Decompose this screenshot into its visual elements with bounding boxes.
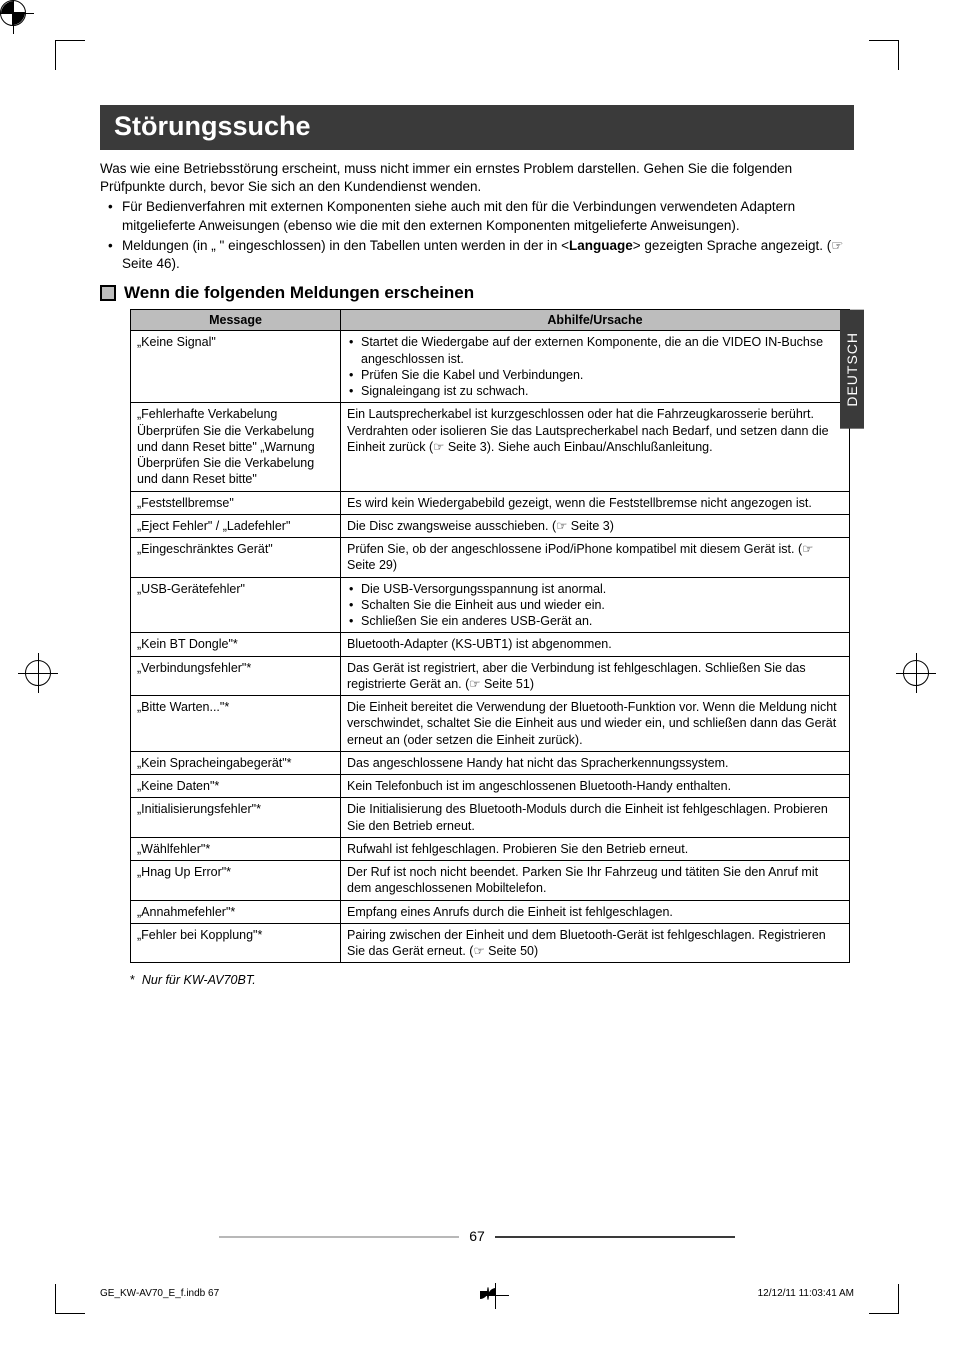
remedy-cell: Ein Lautsprecherkabel ist kurzgeschlosse… xyxy=(341,403,850,491)
table-row: „Keine Daten"*Kein Telefonbuch ist im an… xyxy=(131,775,850,798)
message-cell: „Initialisierungsfehler"* xyxy=(131,798,341,838)
message-cell: „USB-Gerätefehler" xyxy=(131,577,341,633)
message-cell: „Feststellbremse" xyxy=(131,491,341,514)
page-divider-left xyxy=(219,1236,459,1238)
footer-left: GE_KW-AV70_E_f.indb 67 xyxy=(100,1288,219,1299)
remedy-cell: Die Disc zwangsweise ausschieben. (☞ Sei… xyxy=(341,514,850,537)
table-row: „Kein Spracheingabegerät"*Das angeschlos… xyxy=(131,751,850,774)
remedy-cell: Das angeschlossene Handy hat nicht das S… xyxy=(341,751,850,774)
table-row: „Verbindungsfehler"*Das Gerät ist regist… xyxy=(131,656,850,696)
footnote: * Nur für KW-AV70BT. xyxy=(130,973,854,987)
crop-mark-br xyxy=(869,1284,899,1314)
table-row: „Keine Signal" Startet die Wiedergabe auf… xyxy=(131,331,850,403)
remedy-cell: Empfang eines Anrufs durch die Einheit i… xyxy=(341,900,850,923)
print-footer: GE_KW-AV70_E_f.indb 67 12/12/11 11:03:41… xyxy=(100,1288,854,1299)
remedy-cell: Die USB-Versorgungsspannung ist anormal.… xyxy=(341,577,850,633)
remedy-cell: Bluetooth-Adapter (KS-UBT1) ist abgenomm… xyxy=(341,633,850,656)
remedy-cell: Die Einheit bereitet die Verwendung der … xyxy=(341,696,850,752)
intro-bullet: Meldungen (in „ " eingeschlossen) in den… xyxy=(112,237,854,273)
page-title: Störungssuche xyxy=(100,105,854,150)
intro-bullet: Für Bedienverfahren mit externen Kompone… xyxy=(112,198,854,234)
message-cell: „Eject Fehler" / „Ladefehler" xyxy=(131,514,341,537)
remedy-cell: Startet die Wiedergabe auf der externen … xyxy=(341,331,850,403)
table-row: „USB-Gerätefehler"Die USB-Versorgungsspa… xyxy=(131,577,850,633)
troubleshooting-table: Message Abhilfe/Ursache „Keine Signal" St… xyxy=(130,309,850,963)
section-box-icon xyxy=(100,285,116,301)
table-header-message: Message xyxy=(131,310,341,331)
crop-mark-bl xyxy=(55,1284,85,1314)
table-row: „Initialisierungsfehler"*Die Initialisie… xyxy=(131,798,850,838)
footer-registration-mark xyxy=(487,1287,489,1300)
remedy-cell: Es wird kein Wiedergabebild gezeigt, wen… xyxy=(341,491,850,514)
page-divider-right xyxy=(495,1236,735,1238)
remedy-cell: Der Ruf ist noch nicht beendet. Parken S… xyxy=(341,861,850,901)
registration-mark-right xyxy=(903,660,929,686)
registration-mark-top xyxy=(0,0,954,26)
table-row: „Wählfehler"*Rufwahl ist fehlgeschlagen.… xyxy=(131,837,850,860)
remedy-item: Die USB-Versorgungsspannung ist anormal. xyxy=(351,581,843,597)
table-row: „Feststellbremse"Es wird kein Wiedergabe… xyxy=(131,491,850,514)
table-row: „Kein BT Dongle"*Bluetooth-Adapter (KS-U… xyxy=(131,633,850,656)
intro-block: Was wie eine Betriebsstörung erscheint, … xyxy=(100,160,854,273)
remedy-cell: Prüfen Sie, ob der angeschlossene iPod/i… xyxy=(341,538,850,578)
remedy-item: Startet die Wiedergabe auf der externen … xyxy=(351,334,843,367)
crop-mark-tl xyxy=(55,40,85,70)
message-cell: „Eingeschränktes Gerät" xyxy=(131,538,341,578)
message-cell: „Kein Spracheingabegerät"* xyxy=(131,751,341,774)
message-cell: „Hnag Up Error"* xyxy=(131,861,341,901)
remedy-item: Schließen Sie ein anderes USB-Gerät an. xyxy=(351,613,843,629)
table-row: „Bitte Warten..."*Die Einheit bereitet d… xyxy=(131,696,850,752)
registration-mark-left xyxy=(25,660,51,686)
intro-list: Für Bedienverfahren mit externen Kompone… xyxy=(100,198,854,273)
message-cell: „Wählfehler"* xyxy=(131,837,341,860)
message-cell: „Kein BT Dongle"* xyxy=(131,633,341,656)
intro-text: Was wie eine Betriebsstörung erscheint, … xyxy=(100,160,854,196)
page-content: Störungssuche DEUTSCH Was wie eine Betri… xyxy=(100,105,854,987)
message-cell: „Annahmefehler"* xyxy=(131,900,341,923)
remedy-cell: Rufwahl ist fehlgeschlagen. Probieren Si… xyxy=(341,837,850,860)
section-heading-text: Wenn die folgenden Meldungen erscheinen xyxy=(124,283,474,303)
message-cell: „Fehler bei Kopplung"* xyxy=(131,923,341,963)
table-row: „Annahmefehler"*Empfang eines Anrufs dur… xyxy=(131,900,850,923)
language-tab: DEUTSCH xyxy=(840,310,864,429)
table-row: „Eject Fehler" / „Ladefehler"Die Disc zw… xyxy=(131,514,850,537)
message-cell: „Fehlerhafte Verkabelung Überprüfen Sie … xyxy=(131,403,341,491)
message-cell: „Verbindungsfehler"* xyxy=(131,656,341,696)
remedy-item: Schalten Sie die Einheit aus und wieder … xyxy=(351,597,843,613)
crop-mark-tr xyxy=(869,40,899,70)
footer-right: 12/12/11 11:03:41 AM xyxy=(758,1288,854,1299)
message-cell: „Keine Daten"* xyxy=(131,775,341,798)
remedy-item: Prüfen Sie die Kabel und Verbindungen. xyxy=(351,367,843,383)
remedy-cell: Das Gerät ist registriert, aber die Verb… xyxy=(341,656,850,696)
table-row: „Fehler bei Kopplung"*Pairing zwischen d… xyxy=(131,923,850,963)
page-number: 67 xyxy=(469,1228,485,1244)
table-row: „Fehlerhafte Verkabelung Überprüfen Sie … xyxy=(131,403,850,491)
remedy-cell: Pairing zwischen der Einheit und dem Blu… xyxy=(341,923,850,963)
remedy-cell: Kein Telefonbuch ist im angeschlossenen … xyxy=(341,775,850,798)
table-row: „Eingeschränktes Gerät"Prüfen Sie, ob de… xyxy=(131,538,850,578)
page-number-bar: 67 xyxy=(0,1228,954,1244)
table-row: „Hnag Up Error"*Der Ruf ist noch nicht b… xyxy=(131,861,850,901)
table-header-remedy: Abhilfe/Ursache xyxy=(341,310,850,331)
message-cell: „Bitte Warten..."* xyxy=(131,696,341,752)
footnote-marker: * xyxy=(130,973,135,987)
section-heading: Wenn die folgenden Meldungen erscheinen xyxy=(100,283,854,303)
remedy-cell: Die Initialisierung des Bluetooth-Moduls… xyxy=(341,798,850,838)
message-cell: „Keine Signal" xyxy=(131,331,341,403)
remedy-item: Signaleingang ist zu schwach. xyxy=(351,383,843,399)
